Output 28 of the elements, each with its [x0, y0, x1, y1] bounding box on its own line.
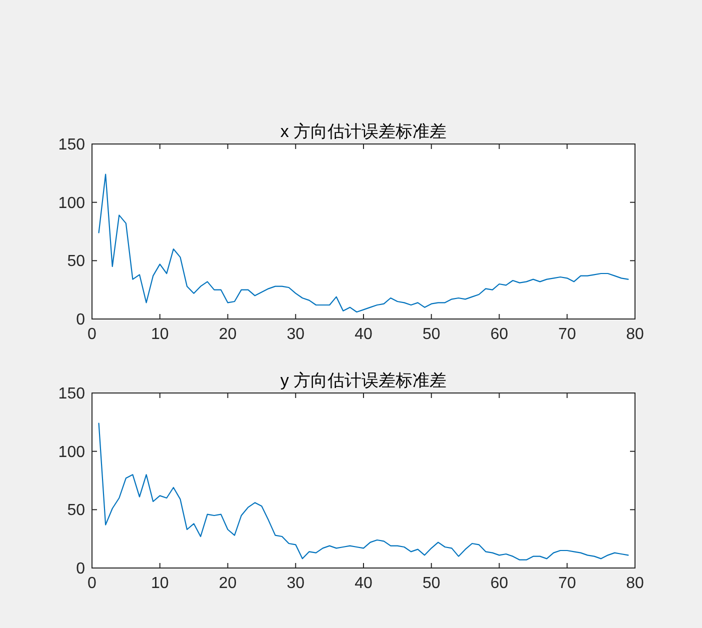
y-tick-label: 150: [58, 386, 85, 402]
x-tick-label: 0: [88, 326, 96, 343]
x-tick-label: 80: [626, 575, 644, 592]
x-tick-label: 10: [150, 326, 169, 343]
x-tick-label: 60: [490, 326, 508, 343]
x-tick-label: 80: [626, 326, 644, 343]
x-tick-label: 70: [558, 575, 576, 592]
y-tick-label: 100: [58, 444, 85, 461]
title: y 方向估计误差标准差: [280, 371, 447, 390]
x-tick-label: 70: [558, 326, 576, 343]
x-tick-label: 50: [422, 575, 440, 592]
y-tick-label: 50: [67, 253, 85, 270]
y-tick-label: 100: [58, 194, 85, 212]
x-tick-label: 30: [286, 575, 305, 592]
x-tick-label: 50: [422, 326, 440, 343]
y-tick-label: 50: [67, 502, 85, 520]
x-tick-label: 0: [88, 575, 96, 592]
x-tick-label: 20: [218, 575, 237, 592]
y-tick-label: 0: [76, 560, 85, 578]
y-tick-label: 0: [76, 312, 85, 328]
x-tick-label: 60: [490, 575, 508, 592]
y-tick-label: 150: [58, 136, 85, 154]
title: x 方向估计误差标准差: [280, 122, 447, 141]
x-tick-label: 20: [218, 326, 237, 343]
x-tick-label: 40: [354, 326, 372, 343]
x-tick-label: 30: [286, 326, 305, 343]
x-tick-label: 40: [354, 575, 372, 592]
x-tick-label: 10: [150, 575, 169, 592]
